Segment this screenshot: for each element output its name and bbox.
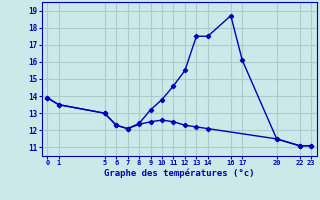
X-axis label: Graphe des températures (°c): Graphe des températures (°c) xyxy=(104,169,254,178)
